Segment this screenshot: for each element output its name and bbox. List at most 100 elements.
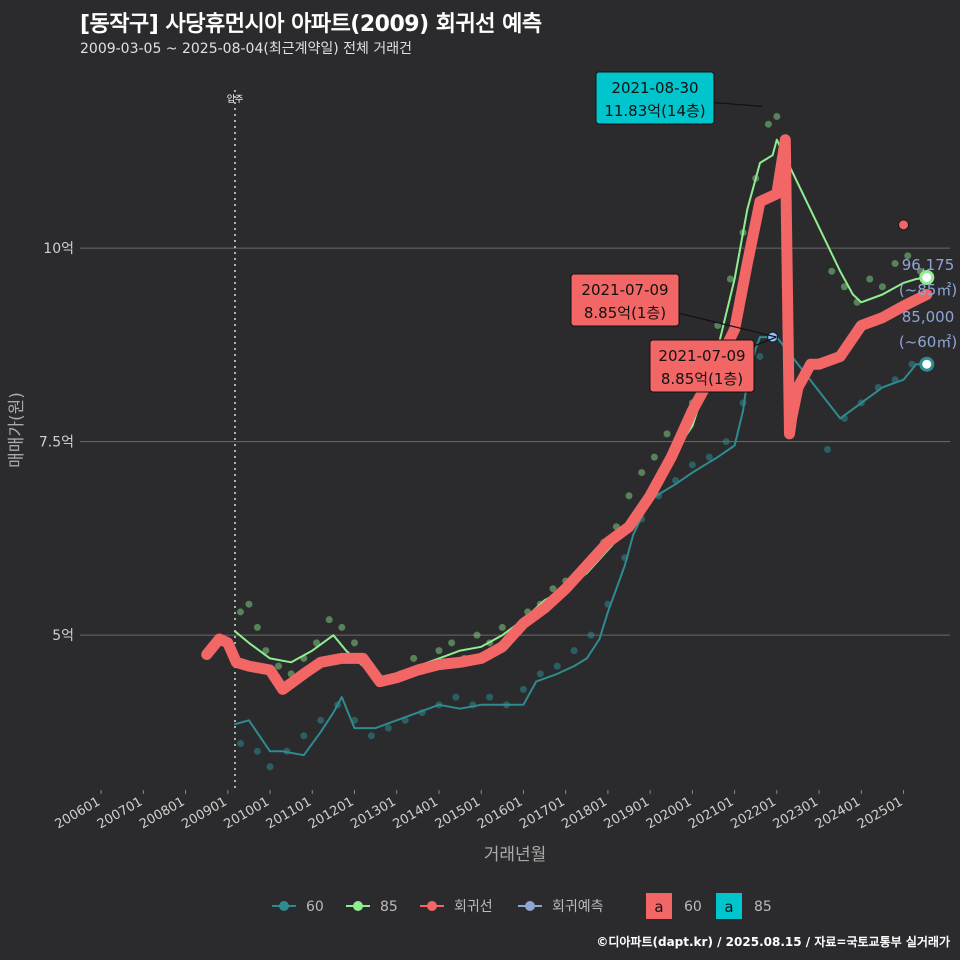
scatter-point-85 xyxy=(764,120,772,128)
scatter-point-60 xyxy=(536,670,544,678)
x-tick-label: 201801 xyxy=(559,794,609,832)
x-tick-label: 200801 xyxy=(137,794,187,832)
move-in-label: 입주 xyxy=(227,93,244,105)
scatter-point-60 xyxy=(367,732,375,740)
legend-key-point xyxy=(525,901,535,911)
scatter-point-85 xyxy=(473,631,481,639)
scatter-point-85 xyxy=(891,260,899,268)
scatter-point-60 xyxy=(570,647,578,655)
x-tick-label: 202101 xyxy=(686,794,736,832)
legend-label: 회귀예측 xyxy=(552,899,604,915)
x-axis-title: 거래년월 xyxy=(484,845,547,865)
scatter-point-85 xyxy=(245,600,253,608)
x-tick-label: 201401 xyxy=(390,794,440,832)
x-tick-label: 202301 xyxy=(771,794,821,832)
series-line-regression xyxy=(201,134,933,695)
series-line-60 xyxy=(234,336,928,757)
legend-box-key xyxy=(646,893,672,919)
scatter-point-60 xyxy=(756,352,764,360)
scatter-point-60 xyxy=(519,685,527,693)
scatter-point-85 xyxy=(313,639,321,647)
x-tick-label: 201601 xyxy=(475,794,525,832)
scatter-point-85 xyxy=(549,585,557,593)
x-tick-label: 202001 xyxy=(644,794,694,832)
chart-title: [동작구] 사당휴먼시아 아파트(2009) 회귀선 예측 xyxy=(80,12,542,37)
scatter-point-85 xyxy=(253,623,261,631)
x-tick-label: 202201 xyxy=(728,794,778,832)
scatter-point-60 xyxy=(317,716,325,724)
legend-box-key xyxy=(716,893,742,919)
scatter-point-85 xyxy=(625,492,633,500)
scatter-point-85 xyxy=(866,275,874,283)
annotation-box xyxy=(649,339,755,393)
x-tick-label: 201301 xyxy=(348,794,398,832)
legend-key-point xyxy=(427,901,437,911)
scatter-point-60 xyxy=(253,747,261,755)
scatter-point-85 xyxy=(828,267,836,275)
annotation-value: 8.85억(1층) xyxy=(661,370,743,388)
scatter-point-85 xyxy=(904,252,912,260)
scatter-point-60 xyxy=(300,732,308,740)
x-tick-label: 200901 xyxy=(179,794,229,832)
annotation-box xyxy=(595,71,715,125)
legend-label: 85 xyxy=(380,899,398,915)
scatter-point-60 xyxy=(266,763,274,771)
scatter-point-60 xyxy=(705,453,713,461)
legend-box-label: 85 xyxy=(754,899,772,915)
scatter-point-85 xyxy=(840,283,848,291)
end-point-85 xyxy=(919,269,935,285)
legend-label: 회귀선 xyxy=(454,899,493,915)
legend-key-point xyxy=(279,901,289,911)
annotation-date: 2021-07-09 xyxy=(581,281,668,299)
legend-box-glyph: a xyxy=(724,898,733,916)
scatter-point-85 xyxy=(262,647,270,655)
chart-subtitle: 2009-03-05 ~ 2025-08-04(최근계약일) 전체 거래건 xyxy=(80,41,412,57)
scatter-point-85 xyxy=(448,639,456,647)
x-tick-label: 201101 xyxy=(264,794,314,832)
x-tick-label: 202401 xyxy=(813,794,863,832)
x-tick-label: 201501 xyxy=(433,794,483,832)
end-point-60 xyxy=(919,356,935,372)
end-label-area: (~60㎡) xyxy=(899,333,957,351)
scatter-point-85 xyxy=(650,453,658,461)
x-tick-label: 201701 xyxy=(517,794,567,832)
y-tick-label: 5억 xyxy=(52,628,74,644)
scatter-point-60 xyxy=(824,445,832,453)
y-axis-title: 매매가(원) xyxy=(7,392,27,468)
annotation-date: 2021-07-09 xyxy=(658,347,745,365)
annotation-value: 8.85억(1층) xyxy=(584,304,666,322)
annotation-box xyxy=(570,273,680,327)
end-label-value: 96,175 xyxy=(902,256,955,274)
y-tick-label: 7.5억 xyxy=(39,435,74,451)
annotation-date: 2021-08-30 xyxy=(611,79,698,97)
scatter-point-85 xyxy=(773,112,781,120)
x-tick-label: 201001 xyxy=(222,794,272,832)
x-tick-label: 201201 xyxy=(306,794,356,832)
scatter-point-60 xyxy=(587,631,595,639)
scatter-point-60 xyxy=(384,724,392,732)
regression-marker xyxy=(898,219,910,231)
x-tick-label: 200701 xyxy=(95,794,145,832)
scatter-point-60 xyxy=(553,662,561,670)
scatter-point-60 xyxy=(236,740,244,748)
scatter-point-60 xyxy=(486,693,494,701)
legend-box-glyph: a xyxy=(654,898,663,916)
scatter-point-85 xyxy=(435,647,443,655)
end-label-value: 85,000 xyxy=(902,308,955,326)
scatter-point-85 xyxy=(325,616,333,624)
scatter-point-85 xyxy=(351,639,359,647)
scatter-point-85 xyxy=(338,623,346,631)
scatter-point-85 xyxy=(498,623,506,631)
scatter-point-85 xyxy=(638,469,646,477)
y-tick-label: 10억 xyxy=(43,241,74,257)
end-label-area: (~85㎡) xyxy=(899,281,957,299)
x-tick-label: 202501 xyxy=(855,794,905,832)
scatter-point-85 xyxy=(663,430,671,438)
scatter-point-60 xyxy=(452,693,460,701)
scatter-point-85 xyxy=(726,275,734,283)
series-line-85 xyxy=(234,138,928,683)
scatter-point-60 xyxy=(688,461,696,469)
legend-box-label: 60 xyxy=(684,899,702,915)
legend-label: 60 xyxy=(306,899,324,915)
